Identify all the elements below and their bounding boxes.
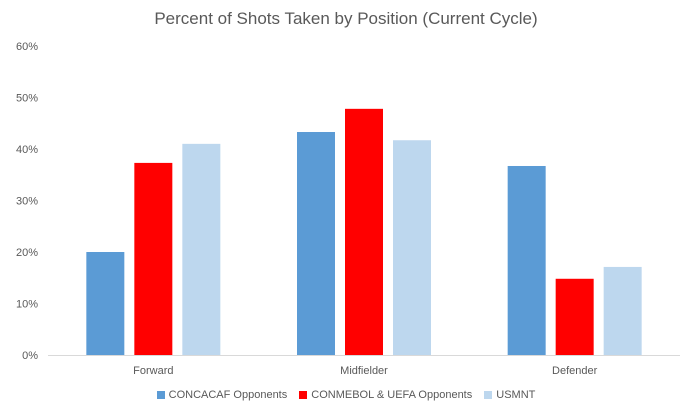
legend-item-conmebol-uefa: CONMEBOL & UEFA Opponents: [299, 389, 472, 401]
legend-label-usmnt: USMNT: [496, 389, 536, 401]
y-tick-label: 40%: [16, 144, 38, 156]
x-tick-label: Forward: [133, 365, 173, 377]
legend-item-usmnt: USMNT: [484, 389, 535, 401]
bar-defender-2: [603, 266, 642, 355]
bar-forward-1: [134, 162, 173, 355]
y-tick-label: 30%: [16, 196, 38, 208]
y-tick-label: 20%: [16, 247, 38, 259]
bar-midfielder-0: [297, 132, 335, 355]
y-tick-label: 50%: [16, 93, 38, 105]
bar-defender-1: [555, 278, 594, 355]
legend-swatch-usmnt: [484, 391, 493, 399]
x-tick-label: Defender: [552, 365, 598, 377]
legend-label-concacaf: CONCACAF Opponents: [168, 389, 288, 401]
bar-forward-2: [182, 143, 221, 355]
legend-label-conmebol-uefa: CONMEBOL & UEFA Opponents: [311, 389, 473, 401]
bar-forward-0: [86, 252, 125, 355]
bar-defender-0: [507, 165, 546, 355]
chart-legend: CONCACAF Opponents CONMEBOL & UEFA Oppon…: [0, 389, 692, 401]
legend-swatch-conmebol-uefa: [299, 391, 308, 399]
legend-swatch-concacaf: [156, 391, 165, 399]
legend-item-concacaf: CONCACAF Opponents: [156, 389, 288, 401]
x-tick-label: Midfielder: [340, 365, 388, 377]
bar-midfielder-2: [393, 140, 431, 355]
y-tick-label: 60%: [16, 41, 38, 53]
chart-title: Percent of Shots Taken by Position (Curr…: [154, 9, 538, 28]
y-tick-label: 0%: [22, 350, 38, 362]
bar-midfielder-1: [345, 108, 383, 355]
y-tick-label: 10%: [16, 299, 38, 311]
